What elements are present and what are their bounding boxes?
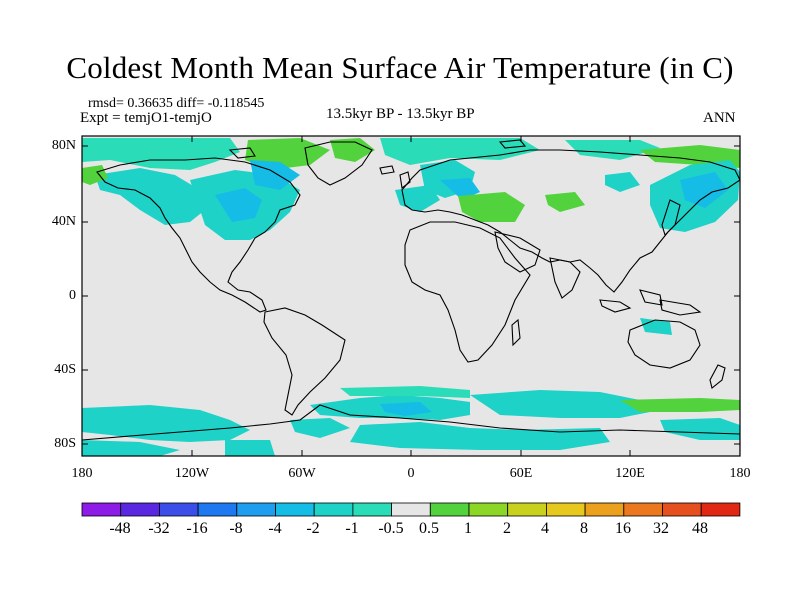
colorbar-label: -48 xyxy=(109,520,131,537)
lon-label: 180 xyxy=(71,466,93,481)
season-label: ANN xyxy=(703,110,736,126)
stats-text: rmsd= 0.36635 diff= -0.118545 xyxy=(88,96,265,111)
colorbar-label: -32 xyxy=(148,520,170,537)
colorbar-label: -1 xyxy=(345,520,359,537)
colorbar-swatch xyxy=(391,502,431,517)
colorbar-swatch xyxy=(313,502,354,517)
colorbar-label: 16 xyxy=(615,520,631,537)
lon-label: 120E xyxy=(615,466,645,481)
colorbar-label: 32 xyxy=(653,520,669,537)
colorbar-label: -2 xyxy=(306,520,320,537)
colorbar-label: 2 xyxy=(503,520,511,537)
lat-label: 0 xyxy=(69,288,76,303)
lon-label: 60W xyxy=(288,466,316,481)
anomaly-patches-south xyxy=(82,386,740,456)
lon-label: 60E xyxy=(509,466,533,481)
lon-label: 120W xyxy=(174,466,210,481)
colorbar-label: 4 xyxy=(541,520,549,537)
axis-ticks xyxy=(82,136,740,456)
colorbar-swatch xyxy=(81,502,122,517)
colorbar-swatch xyxy=(468,502,509,517)
colorbar-swatch xyxy=(584,502,625,517)
anomaly-patches-north xyxy=(82,138,740,335)
lon-label: 0 xyxy=(407,466,415,481)
colorbar-swatch xyxy=(352,502,392,517)
colorbar xyxy=(81,502,741,517)
colorbar-swatch xyxy=(275,502,315,517)
lat-label: 80S xyxy=(54,436,76,451)
colorbar-label: 1 xyxy=(464,520,472,537)
lat-label: 40N xyxy=(51,214,76,229)
colorbar-label: -0.5 xyxy=(378,520,404,537)
colorbar-swatch xyxy=(120,502,160,517)
colorbar-swatch xyxy=(662,502,702,517)
colorbar-label: -8 xyxy=(229,520,243,537)
colorbar-swatch xyxy=(546,502,586,517)
colorbar-swatch xyxy=(158,502,199,517)
colorbar-label: -4 xyxy=(268,520,282,537)
colorbar-swatch xyxy=(700,502,741,517)
colorbar-swatch xyxy=(623,502,663,517)
chart-title: Coldest Month Mean Surface Air Temperatu… xyxy=(66,50,734,85)
colorbar-swatch xyxy=(429,502,470,517)
experiment-label: Expt = temjO1-temjO xyxy=(80,110,212,126)
lat-label: 80N xyxy=(51,138,76,153)
colorbar-label: 8 xyxy=(580,520,588,537)
colorbar-label: -16 xyxy=(186,520,208,537)
colorbar-swatch xyxy=(507,502,547,517)
colorbar-swatch xyxy=(236,502,276,517)
lat-label: 40S xyxy=(54,362,76,377)
colorbar-label: 0.5 xyxy=(419,520,439,537)
colorbar-label: 48 xyxy=(692,520,708,537)
map-area xyxy=(82,136,740,456)
lon-label: 180 xyxy=(729,466,751,481)
coastlines xyxy=(82,139,740,456)
colorbar-swatch xyxy=(197,502,238,517)
period-label: 13.5kyr BP - 13.5kyr BP xyxy=(326,106,475,122)
